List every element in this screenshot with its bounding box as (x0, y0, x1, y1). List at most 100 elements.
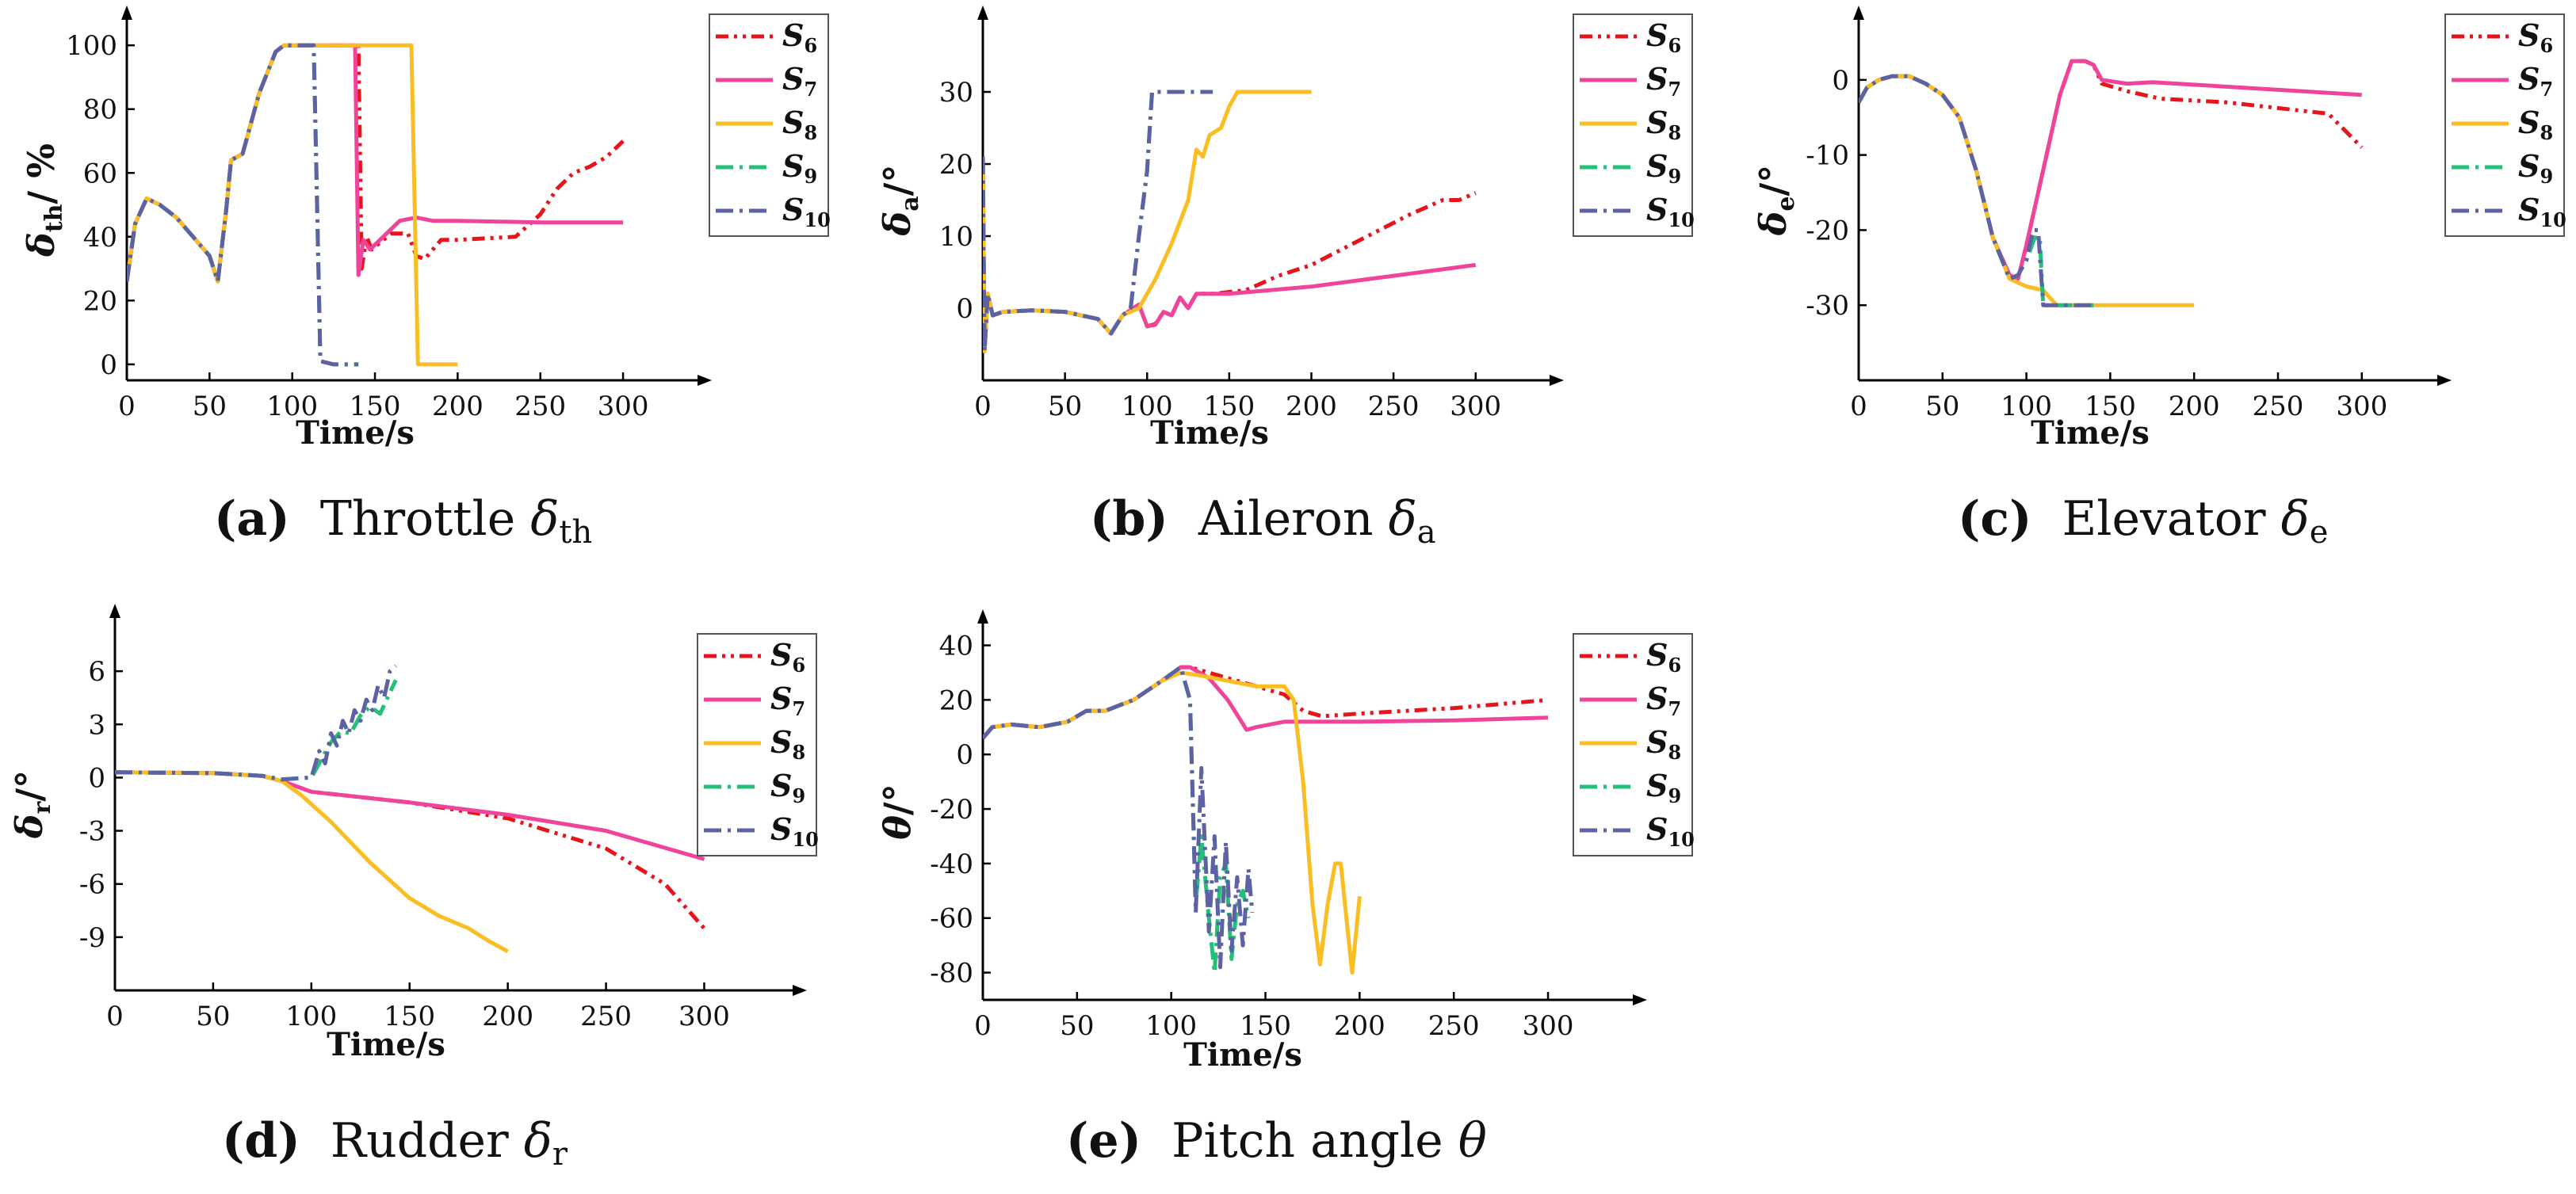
y-axis-label-unit: /° (876, 784, 919, 815)
y-axis-label-sub: e (1772, 196, 1800, 212)
legend-label-sub: 7 (1668, 697, 1681, 720)
x-tick-label: 150 (384, 1001, 435, 1032)
legend-label-sub: 9 (2540, 165, 2553, 188)
x-tick-label: 300 (598, 391, 649, 422)
legend-label: S7 (770, 681, 805, 720)
y-axis-label-sub: r (29, 800, 56, 814)
legend-label-sub: 8 (792, 741, 805, 764)
caption-a-letter-wrap: (a) (214, 491, 290, 547)
legend-label: S8 (782, 105, 817, 144)
x-tick-label: 300 (1523, 1010, 1574, 1042)
y-axis-label: δth/ % (20, 143, 68, 257)
series-line-s9 (115, 679, 398, 782)
legend-label: S8 (1646, 724, 1681, 764)
series-line-s8 (1859, 74, 2195, 307)
legend-label: S9 (770, 768, 805, 807)
caption-d-letter-wrap: (d) (222, 1113, 300, 1169)
y-axis-arrow-icon (977, 6, 988, 20)
legend-label: S6 (1646, 637, 1681, 677)
legend-label-s: S (2518, 61, 2540, 97)
series-line-s6 (983, 156, 1477, 354)
legend-label-s: S (1646, 811, 1668, 847)
y-tick-label: -60 (930, 903, 973, 935)
y-axis-label: δe/° (1752, 165, 1800, 237)
legend-label-sub: 7 (2540, 78, 2553, 101)
legend-label-s: S (782, 17, 804, 53)
y-axis-label-symbol: δ (876, 212, 919, 237)
x-tick-label: 100 (1145, 1010, 1197, 1042)
legend-label-s: S (770, 724, 792, 760)
caption-b-sym: δ (1388, 491, 1417, 547)
y-axis-label: θ/° (876, 784, 919, 840)
legend-label: S8 (1646, 105, 1681, 144)
y-tick-label: 40 (83, 222, 117, 254)
legend-label-s: S (1646, 148, 1668, 184)
legend-label-s: S (782, 61, 804, 97)
series-line-s8 (983, 670, 1362, 975)
x-tick-label: 200 (1334, 1010, 1385, 1042)
legend-label-s: S (1646, 17, 1668, 53)
series-line-s6 (115, 770, 706, 930)
x-tick-label: 0 (118, 391, 136, 422)
y-tick-label: 6 (88, 656, 105, 688)
series-line-s7 (115, 770, 705, 861)
y-axis-label-unit: /° (1752, 165, 1794, 196)
x-tick-label: 150 (350, 391, 401, 422)
y-axis-label-unit: / % (20, 143, 63, 204)
series-group (115, 664, 706, 953)
legend-label-sub: 9 (1668, 784, 1681, 807)
legend-label: S8 (2518, 105, 2553, 144)
caption-d-sym: δ (523, 1113, 552, 1169)
legend-label-s: S (1646, 768, 1668, 803)
x-tick-label: 0 (974, 1010, 992, 1042)
series-line-s8 (115, 770, 509, 953)
chart-b: 0 50 100 150 200 250 3000102030Time/sδa/°S6S7S… (876, 6, 1695, 452)
x-tick-label: 150 (2085, 391, 2136, 422)
x-axis-arrow-icon (1550, 375, 1564, 386)
y-axis-label-sub: a (896, 196, 924, 211)
y-tick-label: 100 (66, 30, 117, 62)
series-line-s6 (1859, 59, 2364, 281)
y-tick-label: 0 (88, 762, 105, 794)
legend-label-s: S (2518, 148, 2540, 184)
legend-label-sub: 9 (792, 784, 805, 807)
legend-label-s: S (782, 192, 804, 227)
legend-label-s: S (1646, 724, 1668, 760)
y-tick-label: -20 (930, 794, 973, 826)
x-axis-label: Time/s (1150, 414, 1269, 452)
y-tick-label: -9 (79, 922, 105, 954)
caption-b-text: Aileron (1198, 491, 1389, 547)
legend-label-sub: 7 (792, 697, 805, 720)
y-tick-label: 80 (83, 94, 117, 126)
y-tick-label: 20 (939, 149, 973, 181)
legend-label: S7 (1646, 61, 1681, 101)
series-line-s10 (983, 90, 1213, 354)
caption-d-text: Rudder (330, 1113, 524, 1169)
caption-e-sym: θ (1458, 1113, 1487, 1169)
y-axis-label-symbol: δ (20, 232, 63, 257)
legend-label-sub: 7 (804, 78, 817, 101)
x-tick-label: 50 (1925, 391, 1959, 422)
y-tick-label: 30 (939, 77, 973, 109)
legend-label-s: S (2518, 105, 2540, 140)
legend-label-s: S (782, 105, 804, 140)
x-axis-arrow-icon (793, 985, 807, 996)
caption-a-text: Throttle (319, 491, 531, 547)
x-axis-label: Time/s (2031, 414, 2150, 452)
series-line-s10 (983, 665, 1255, 970)
x-axis-label: Time/s (1183, 1036, 1302, 1074)
x-tick-label: 300 (1450, 391, 1501, 422)
x-tick-label: 50 (1060, 1010, 1094, 1042)
x-tick-label: 100 (2001, 391, 2052, 422)
y-tick-label: -3 (79, 816, 105, 848)
x-tick-label: 100 (285, 1001, 337, 1032)
legend-label-s: S (1646, 105, 1668, 140)
legend-label: S6 (2518, 17, 2553, 57)
series-line-s6 (983, 665, 1549, 740)
x-tick-label: 0 (1850, 391, 1867, 422)
